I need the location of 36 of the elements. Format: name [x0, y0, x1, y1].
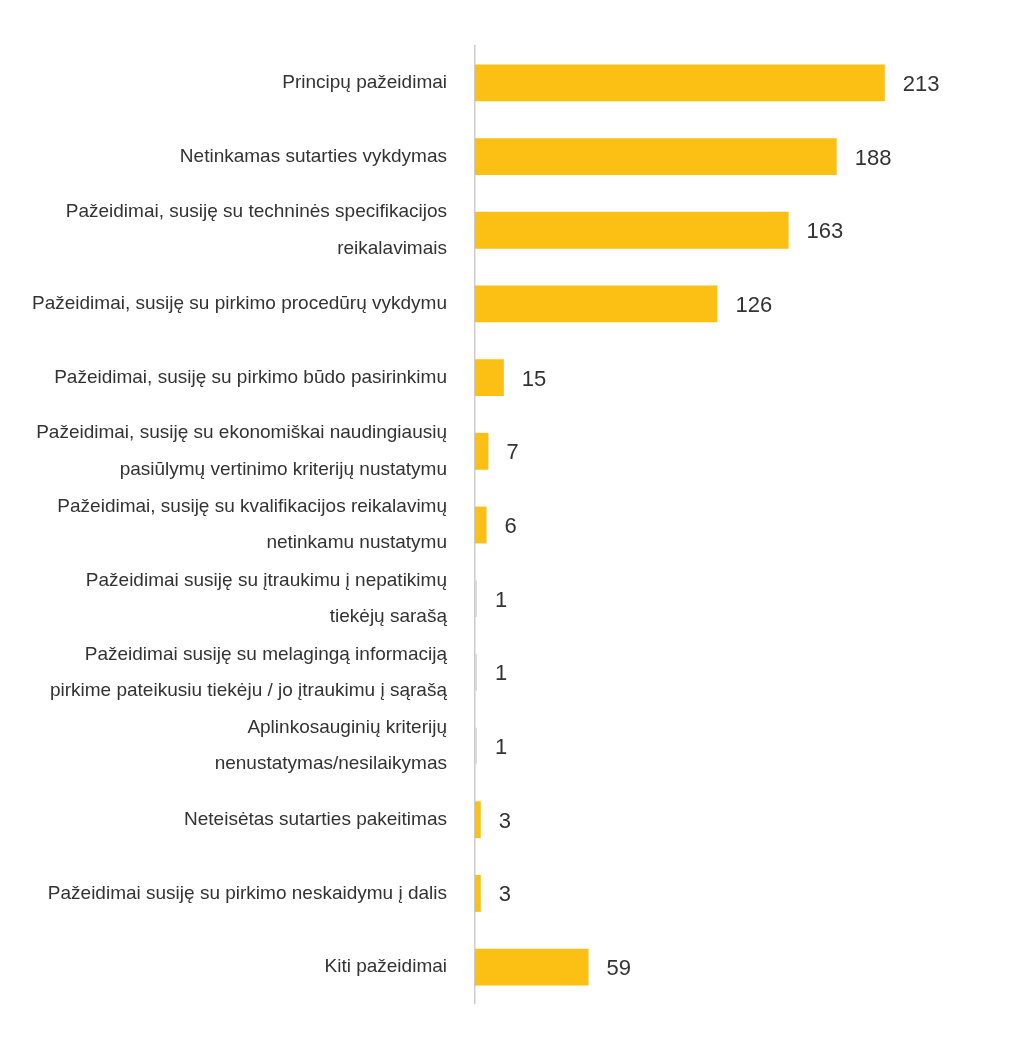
y-tick-label: Netinkamas sutarties vykdymas	[179, 144, 447, 166]
bar	[474, 211, 789, 249]
data-label: 163	[806, 218, 844, 244]
bar	[474, 138, 837, 175]
y-tick-label: Pažeidimai, susiję su ekonomiškai naudingiausių pasiūlymų vertinimo kriterijų nustatymu	[36, 421, 447, 479]
data-label: 1	[494, 660, 508, 686]
y-tick-label: Pažeidimai, susiję su techninės specifikacijos reikalavimais	[65, 200, 447, 258]
bar	[474, 432, 489, 470]
bar	[474, 64, 885, 102]
data-label: 188	[854, 144, 892, 170]
data-label: 6	[504, 513, 517, 539]
data-label: 1	[494, 586, 508, 612]
data-label: 3	[498, 807, 512, 833]
bar	[474, 359, 504, 397]
bar	[474, 506, 487, 544]
y-tick-label: Aplinkosauginių kriterijų nenustatymas/nesilaikymas	[214, 716, 447, 774]
y-tick-label: Neteisėtas sutarties pakeitimas	[184, 807, 447, 829]
y-tick-label: Principų pažeidimai	[282, 71, 447, 93]
bar	[474, 875, 481, 912]
y-tick-label: Pažeidimai, susiję su kvalifikacijos reikalavimų netinkamu nustatymu	[57, 495, 447, 553]
y-tick-label: Pažeidimai susiję su pirkimo neskaidymu į dalis	[47, 881, 447, 903]
data-label: 213	[902, 70, 940, 96]
data-label: 59	[606, 955, 631, 981]
bar	[474, 948, 589, 986]
data-label: 3	[498, 881, 512, 907]
y-tick-label: Kiti pažeidimai	[324, 955, 447, 977]
data-label: 1	[494, 734, 508, 760]
y-tick-label: Pažeidimai, susiję su pirkimo būdo pasirinkimu	[54, 365, 447, 387]
y-tick-label: Pažeidimai, susiję su pirkimo procedūrų vykdymu	[31, 292, 447, 314]
y-tick-label: Pažeidimai susiję su melagingą informaciją pirkime pateikusiu tiekėju / jo įtraukimu į sąrašą	[49, 642, 448, 700]
data-label: 126	[735, 292, 773, 318]
data-label: 15	[521, 365, 547, 391]
y-tick-label: Pažeidimai susiję su įtraukimu į nepatikimų tiekėjų sarašą	[85, 568, 448, 626]
bar	[474, 801, 481, 839]
bar	[474, 285, 718, 323]
data-label: 7	[506, 439, 519, 465]
